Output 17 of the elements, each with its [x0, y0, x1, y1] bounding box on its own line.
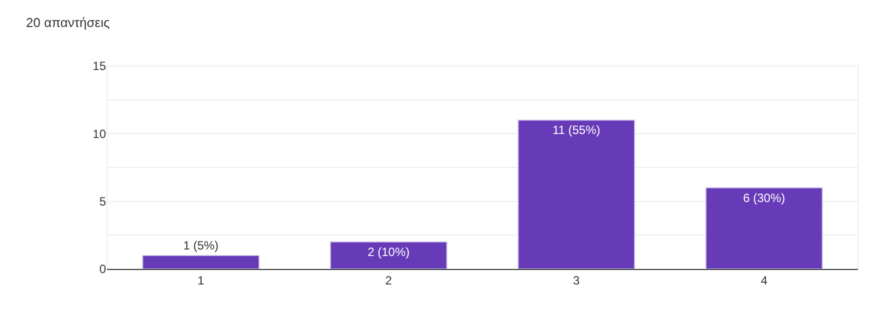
y-tick-label: 5	[99, 194, 106, 209]
data-label: 6 (30%)	[743, 190, 786, 205]
y-tick-label: 0	[99, 262, 106, 276]
bar	[330, 241, 448, 269]
bar	[518, 120, 636, 269]
x-tick-label: 4	[760, 273, 768, 288]
data-label: 1 (5%)	[183, 238, 219, 252]
y-tick-label: 15	[92, 59, 106, 74]
x-tick-label: 2	[385, 273, 392, 288]
x-tick-label: 1	[198, 273, 205, 288]
data-label: 11 (55%)	[552, 123, 600, 138]
bar	[142, 254, 260, 269]
chart-title: 20 απαντήσεις	[26, 14, 110, 30]
bar	[705, 187, 823, 269]
data-label: 2 (10%)	[368, 244, 410, 259]
y-tick-label: 10	[92, 126, 106, 141]
x-tick-label: 3	[573, 273, 580, 288]
